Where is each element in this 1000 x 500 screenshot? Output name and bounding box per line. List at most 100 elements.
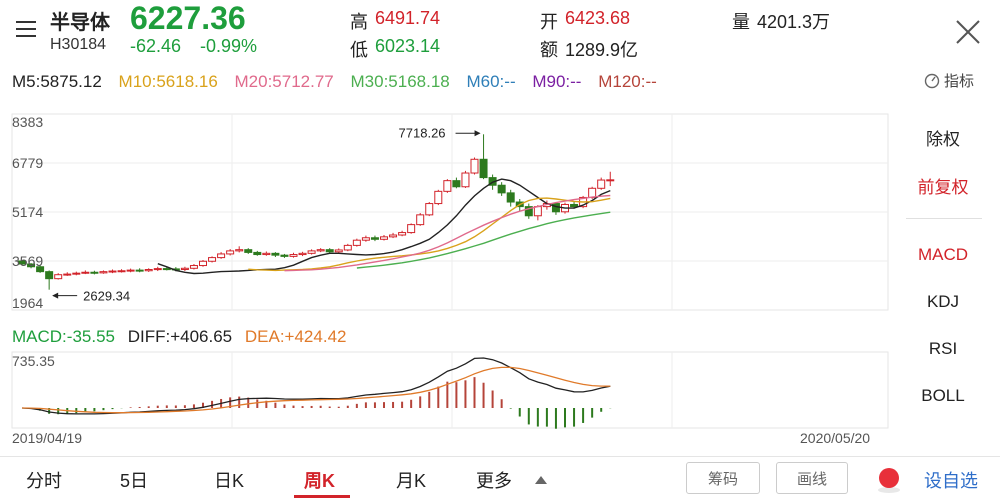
y-tick-label: 1964: [12, 295, 43, 311]
candle-body: [54, 274, 63, 280]
panel-divider: [906, 218, 982, 219]
low-arrow-head: [52, 292, 59, 299]
candle-body: [280, 254, 289, 257]
candle-body: [443, 180, 452, 192]
amount-value: 1289.9亿: [565, 40, 639, 60]
indicator-label: 指标: [943, 73, 974, 90]
candle-body: [398, 232, 407, 236]
candle-body: [334, 249, 343, 253]
tab-weekly-k[interactable]: 周K: [304, 471, 335, 491]
candle-body: [90, 271, 99, 274]
ma10-label: M10:5618.16: [118, 72, 218, 91]
low-label: 低: [350, 40, 368, 60]
candle-body: [235, 249, 244, 252]
candle-body: [343, 244, 352, 251]
candle-body: [36, 266, 45, 273]
forward-adjust-option[interactable]: 前复权: [917, 178, 969, 197]
macd-value: MACD:-35.55: [12, 327, 115, 346]
candle-body: [307, 250, 316, 254]
close-icon[interactable]: [954, 18, 982, 46]
dea-line: [21, 366, 611, 414]
tab-intraday[interactable]: 分时: [26, 471, 62, 491]
candle-body: [108, 270, 117, 273]
m10-line: [248, 197, 611, 272]
y-tick-label: 6779: [12, 155, 43, 171]
candle-body: [597, 179, 606, 189]
candle-body: [470, 158, 479, 174]
boll-option[interactable]: BOLL: [921, 386, 965, 405]
candle-body: [325, 249, 334, 253]
list-icon[interactable]: [14, 18, 38, 40]
candle-body: [588, 187, 597, 198]
candle-body: [99, 271, 108, 274]
candle-body: [316, 249, 325, 252]
candle-body: [217, 253, 226, 259]
candle-body: [416, 214, 425, 226]
candle-body: [45, 271, 54, 280]
candle-body: [370, 237, 379, 240]
open-value: 6423.68: [565, 8, 631, 28]
ex-rights-option[interactable]: 除权: [926, 130, 960, 149]
chip-button[interactable]: 筹码: [686, 462, 760, 494]
y-axis-ticks: 8383 6779 5174 3569 1964: [12, 114, 43, 311]
candle-body: [606, 179, 615, 182]
candle-body: [434, 190, 443, 205]
indicator-button[interactable]: 指标: [924, 70, 974, 91]
macd-y-tick-label: 735.35: [12, 353, 55, 369]
price-change-pct: -0.99%: [200, 36, 258, 56]
gauge-icon: [924, 73, 940, 88]
tab-5day[interactable]: 5日: [120, 471, 149, 491]
date-start: 2019/04/19: [12, 430, 83, 446]
ma30-label: M30:5168.18: [350, 72, 450, 91]
candle-body: [289, 254, 298, 257]
candle-body: [253, 251, 262, 256]
high-value: 6491.74: [375, 8, 441, 28]
candle-body: [189, 265, 198, 269]
y-tick-label: 8383: [12, 114, 43, 130]
date-end: 2020/05/20: [800, 430, 871, 446]
record-icon[interactable]: [873, 465, 905, 495]
ma20-label: M20:5712.77: [234, 72, 334, 91]
caret-up-icon[interactable]: [534, 475, 548, 485]
high-arrow-head: [474, 130, 481, 137]
kline-chart[interactable]: 8383 6779 5174 3569 1964 7718.26 2629.34 735.…: [0, 100, 890, 432]
draw-line-button[interactable]: 画线: [776, 462, 848, 494]
candle-body: [361, 237, 370, 241]
add-watchlist-button[interactable]: 设自选: [924, 471, 978, 491]
candle-body: [244, 249, 253, 253]
candle-body: [352, 239, 361, 246]
tab-monthly-k[interactable]: 月K: [396, 471, 427, 491]
candle-body: [226, 250, 235, 255]
volume-value: 4201.3万: [757, 12, 831, 32]
candle-body: [389, 234, 398, 238]
m5-line: [157, 178, 611, 275]
candle-body: [18, 260, 26, 265]
tab-daily-k[interactable]: 日K: [214, 471, 245, 491]
right-panel: 除权 前复权 MACD KDJ RSI BOLL: [898, 100, 988, 420]
candle-body: [117, 270, 126, 273]
y-tick-label: 3569: [12, 253, 43, 269]
active-tab-underline: [294, 495, 350, 498]
stock-name: 半导体: [50, 12, 110, 34]
candle-body: [570, 203, 579, 208]
kdj-option[interactable]: KDJ: [926, 292, 960, 311]
candle-body: [298, 252, 307, 256]
ma90-label: M90:--: [532, 72, 582, 91]
macd-legend: MACD:-35.55 DIFF:+406.65 DEA:+424.42: [12, 327, 354, 347]
ma120-label: M120:--: [598, 72, 657, 91]
candle-body: [497, 184, 506, 194]
amount-label: 额: [540, 40, 558, 60]
candle-body: [524, 206, 533, 217]
candle-body: [271, 252, 280, 256]
m30-line: [356, 211, 611, 269]
macd-chart: 735.35: [11, 351, 889, 429]
low-annotation-label: 2629.34: [83, 289, 130, 304]
candle-body: [425, 203, 434, 216]
tab-more[interactable]: 更多: [476, 471, 512, 491]
rsi-option[interactable]: RSI: [928, 339, 958, 358]
diff-line: [21, 357, 611, 415]
candle-body: [135, 269, 144, 272]
candle-body: [63, 273, 72, 276]
macd-option[interactable]: MACD: [917, 245, 969, 264]
low-value: 6023.14: [375, 36, 441, 56]
